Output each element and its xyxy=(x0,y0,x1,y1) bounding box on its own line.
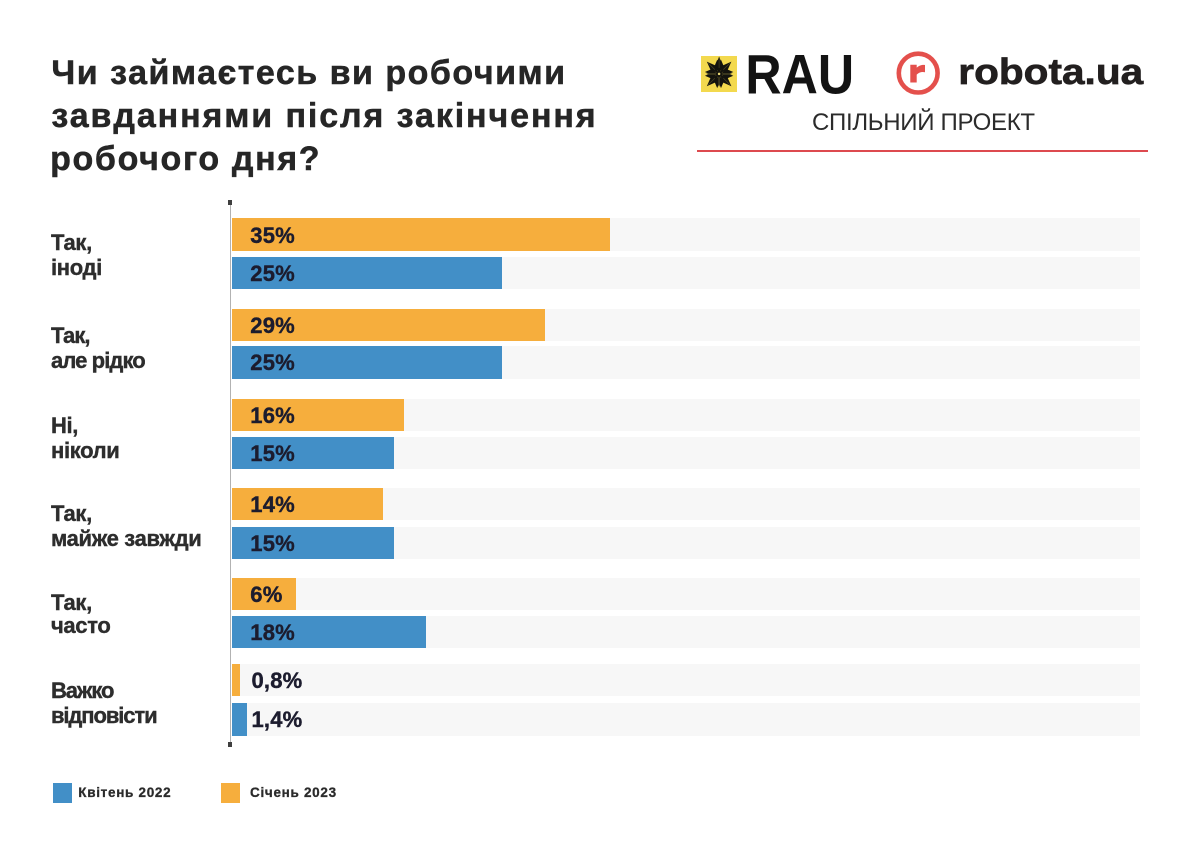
svg-text:robota.ua: robota.ua xyxy=(958,51,1144,92)
svg-text:RAU: RAU xyxy=(745,44,854,106)
